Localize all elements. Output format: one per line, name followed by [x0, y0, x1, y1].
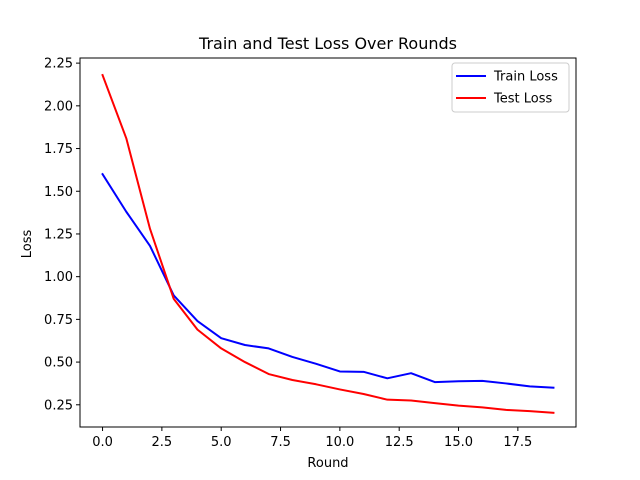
series-line-1: [101, 73, 555, 414]
legend-label-0: Train Loss: [493, 70, 558, 85]
x-tick-label: 10.0: [325, 435, 354, 450]
y-tick-label: 2.00: [44, 99, 73, 114]
plot-area: 0.0 2.5 5.0 7.5 10.0 12.5 15.0 17.5 0.25 0.50 0.75…: [44, 57, 577, 450]
y-tick-label: 1.75: [44, 142, 73, 157]
y-axis-title: Loss: [20, 230, 35, 259]
y-tick-label: 0.75: [44, 313, 73, 328]
x-tick-label: 0.0: [92, 435, 113, 450]
x-tick-label: 15.0: [444, 435, 473, 450]
x-tick-label: 7.5: [270, 435, 291, 450]
y-tick-label: 2.25: [44, 57, 73, 72]
x-tick-label: 12.5: [385, 435, 414, 450]
y-tick-label: 1.25: [44, 227, 73, 242]
axes-frame: [79, 57, 577, 428]
y-tick-label: 0.50: [44, 356, 73, 371]
y-tick-label: 0.25: [44, 398, 73, 413]
x-axis-title: Round: [307, 456, 348, 471]
series-line-0: [101, 172, 555, 389]
x-tick-label: 17.5: [503, 435, 532, 450]
chart-title: Train and Test Loss Over Rounds: [198, 34, 457, 53]
x-tick-label: 5.0: [211, 435, 232, 450]
y-tick-label: 1.00: [44, 270, 73, 285]
legend: Train Loss Test Loss: [451, 62, 570, 113]
legend-label-1: Test Loss: [493, 92, 552, 107]
y-tick-label: 1.50: [44, 185, 73, 200]
x-tick-label: 2.5: [152, 435, 173, 450]
